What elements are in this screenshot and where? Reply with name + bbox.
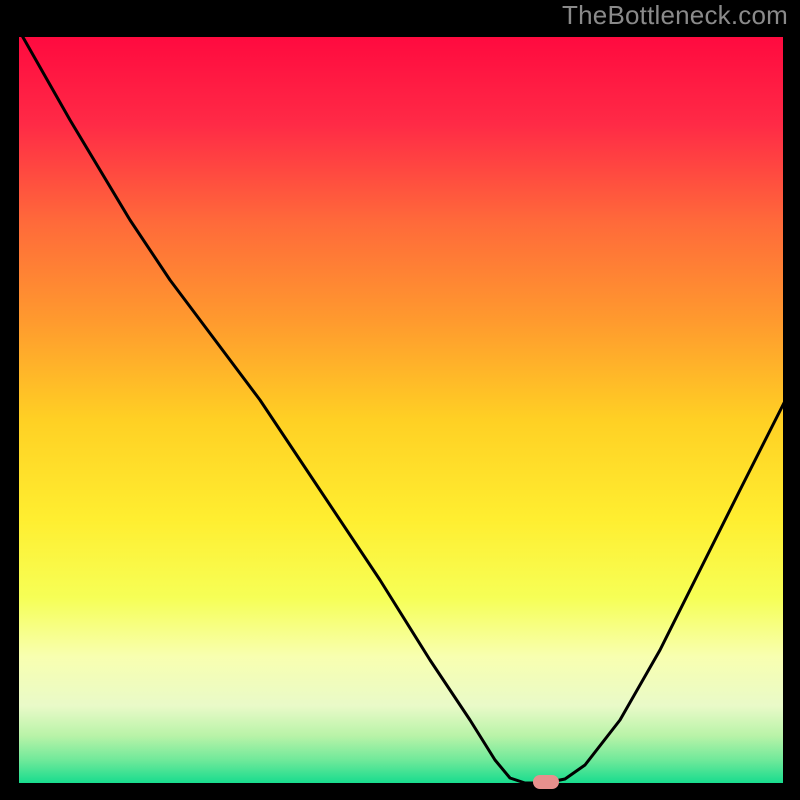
- chart-container: TheBottleneck.com: [0, 0, 800, 800]
- bottleneck-curve: [0, 0, 800, 800]
- optimal-marker: [533, 775, 559, 789]
- curve-path: [20, 32, 788, 783]
